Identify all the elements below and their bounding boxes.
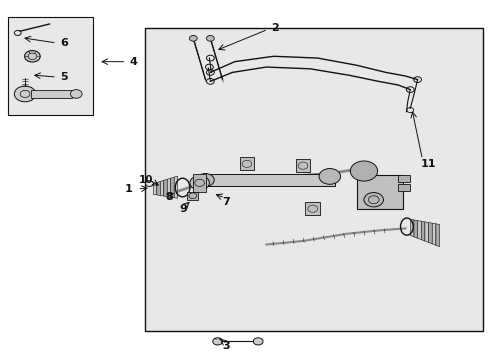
Polygon shape [163,179,167,197]
Bar [193,174,205,192]
Polygon shape [427,222,431,244]
Circle shape [253,338,263,345]
Bar [397,184,409,191]
Circle shape [363,193,383,207]
Bar [239,157,254,170]
Polygon shape [417,221,420,240]
Bar [144,28,483,330]
Circle shape [196,174,214,186]
Bar [305,202,320,215]
Text: 2: 2 [271,23,279,33]
Text: 9: 9 [179,204,187,215]
Polygon shape [431,223,435,245]
Bar [397,175,409,182]
Bar [8,17,93,116]
Text: 11: 11 [420,159,436,169]
Polygon shape [435,224,439,247]
Bar [295,159,310,172]
Text: 5: 5 [60,72,68,82]
Polygon shape [420,221,424,241]
Circle shape [349,161,377,181]
Circle shape [24,50,40,62]
Circle shape [70,90,82,98]
Circle shape [319,168,340,184]
Text: 8: 8 [165,192,172,202]
Polygon shape [424,222,427,243]
Bar [356,175,402,209]
Text: 10: 10 [138,175,153,185]
Circle shape [212,338,222,345]
Polygon shape [160,180,163,196]
Polygon shape [157,181,160,195]
Text: 4: 4 [130,57,138,67]
Polygon shape [167,178,170,197]
Polygon shape [153,183,157,195]
Circle shape [189,176,209,190]
Bar [187,192,198,200]
Text: 7: 7 [222,197,229,207]
Circle shape [14,86,36,102]
Polygon shape [409,219,413,237]
Circle shape [206,36,214,41]
Polygon shape [413,220,417,238]
Text: 1: 1 [124,184,132,194]
Bar [200,174,334,186]
Circle shape [189,36,197,41]
Text: 3: 3 [222,341,229,351]
Polygon shape [174,176,177,198]
Text: 6: 6 [60,38,68,48]
Bar [31,90,72,98]
Polygon shape [170,177,174,198]
